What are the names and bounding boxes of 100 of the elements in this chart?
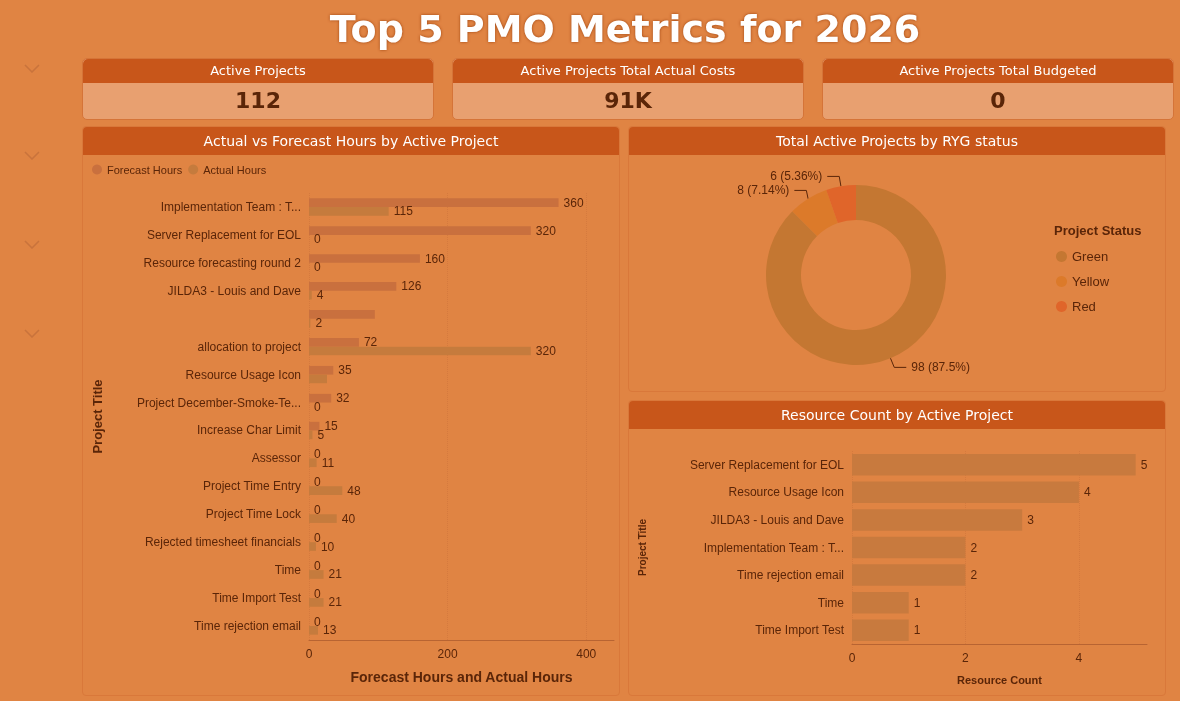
data-label: 11 <box>321 455 335 470</box>
x-tick-label: 200 <box>437 647 458 661</box>
bar <box>852 481 1079 504</box>
legend-label: Green <box>1072 249 1109 264</box>
data-label: 0 <box>314 614 321 629</box>
text: 0 <box>990 88 1006 113</box>
data-label: 0 <box>314 558 321 573</box>
text: 112 <box>235 88 281 113</box>
data-label: 5 <box>317 427 325 442</box>
y-tick-label: Time rejection email <box>737 568 844 583</box>
y-tick-label: Rejected timesheet financials <box>144 535 301 550</box>
data-label: 0 <box>314 260 321 275</box>
data-label: 8 (7.14%) <box>737 183 790 198</box>
y-tick-label: Increase Char Limit <box>196 423 302 438</box>
bar <box>852 536 966 559</box>
data-label: 0 <box>314 530 321 545</box>
y-tick-label: Time rejection email <box>194 619 301 634</box>
y-tick-label: Project Time Lock <box>205 507 302 522</box>
bar <box>852 564 966 586</box>
y-tick-label: Time Import Test <box>212 591 302 606</box>
y-tick-label: Resource Usage Icon <box>185 367 301 382</box>
legend-label: Actual Hours <box>203 163 267 176</box>
x-tick-label: 400 <box>576 647 597 661</box>
chart-title: Actual vs Forecast Hours by Active Project <box>83 127 619 155</box>
category-label: Active Projects Total Budgeted <box>823 59 1173 83</box>
y-tick-label: Project Time Entry <box>202 479 301 494</box>
data-label: 21 <box>328 567 343 582</box>
data-label: 48 <box>347 483 361 498</box>
bar <box>852 619 909 641</box>
x-axis-title: Resource Count <box>957 673 1043 686</box>
data-label: 0 <box>314 232 321 247</box>
y-tick-label: Time Import Test <box>755 623 845 638</box>
data-label: 1 <box>913 623 921 638</box>
y-axis-title: Project Title <box>90 379 105 454</box>
legend-label: Yellow <box>1072 274 1110 289</box>
y-tick-label: Implementation Team : T... <box>160 199 301 214</box>
bar <box>309 458 317 468</box>
x-tick-label: 0 <box>305 647 313 661</box>
data-label: 6 (5.36%) <box>770 169 823 184</box>
bar <box>852 454 1136 476</box>
data-label: 72 <box>363 335 378 350</box>
y-tick-label: Resource forecasting round 2 <box>143 255 302 270</box>
data-label: 160 <box>424 251 446 266</box>
data-label: 320 <box>535 223 557 238</box>
text: Top 5 PMO Metrics for 2026 <box>328 6 922 52</box>
data-label: 115 <box>393 204 414 219</box>
data-label: 21 <box>328 595 343 610</box>
data-label: 1 <box>913 595 921 610</box>
bar <box>309 570 324 579</box>
data-label: 35 <box>338 363 352 378</box>
data-label: 10 <box>320 539 335 554</box>
data-label: 32 <box>336 391 350 406</box>
y-tick-label: Assessor <box>251 451 301 466</box>
data-label: 13 <box>323 623 337 638</box>
data-label: 320 <box>535 343 557 358</box>
y-axis-title: Project Title <box>636 518 648 577</box>
y-tick-label: JILDA3 - Louis and Dave <box>710 512 845 527</box>
y-tick-label: allocation to project <box>197 339 302 354</box>
bar <box>309 514 337 523</box>
data-label: 2 <box>970 540 978 555</box>
chart-title: Total Active Projects by RYG status <box>629 127 1165 155</box>
x-tick-label: 0 <box>848 651 856 665</box>
data-label: 4 <box>1083 485 1091 500</box>
x-tick-label: 2 <box>962 651 970 665</box>
data-label: 3 <box>1027 512 1035 527</box>
x-axis-title: Forecast Hours and Actual Hours <box>350 669 573 685</box>
y-tick-label: Resource Usage Icon <box>728 485 844 500</box>
text: 91K <box>604 88 652 113</box>
data-label: 2 <box>970 568 978 583</box>
chart-title: Resource Count by Active Project <box>629 401 1165 429</box>
data-label: 0 <box>314 399 321 414</box>
data-label: 0 <box>314 475 321 490</box>
legend-title: Project Status <box>1054 223 1142 238</box>
data-label: 0 <box>314 502 321 517</box>
legend-label: Red <box>1072 299 1096 314</box>
bar <box>309 486 343 495</box>
bar <box>852 591 909 614</box>
bar <box>309 598 324 607</box>
legend-label: Forecast Hours <box>107 163 183 176</box>
y-tick-label: Time <box>274 563 302 578</box>
y-tick-label: Project December-Smoke-Te... <box>136 395 301 410</box>
category-label: Active Projects <box>83 59 433 83</box>
bar <box>309 542 316 551</box>
y-tick-label: Server Replacement for EOL <box>689 457 845 472</box>
y-tick-label: Time <box>817 595 845 610</box>
bar <box>309 626 319 635</box>
data-label: 15 <box>324 419 339 434</box>
data-label: 0 <box>314 586 321 601</box>
bar <box>852 509 1023 531</box>
data-label: 126 <box>401 279 422 294</box>
y-tick-label: Server Replacement for EOL <box>146 227 302 242</box>
data-label: 360 <box>563 195 584 210</box>
data-label: 2 <box>315 316 323 331</box>
category-label: Active Projects Total Actual Costs <box>453 59 803 83</box>
y-tick-label: JILDA3 - Louis and Dave <box>167 283 302 298</box>
data-label: 98 (87.5%) <box>911 360 970 375</box>
data-label: 0 <box>314 447 321 462</box>
data-label: 4 <box>316 288 324 303</box>
data-label: 40 <box>341 511 356 526</box>
x-tick-label: 4 <box>1075 651 1083 665</box>
